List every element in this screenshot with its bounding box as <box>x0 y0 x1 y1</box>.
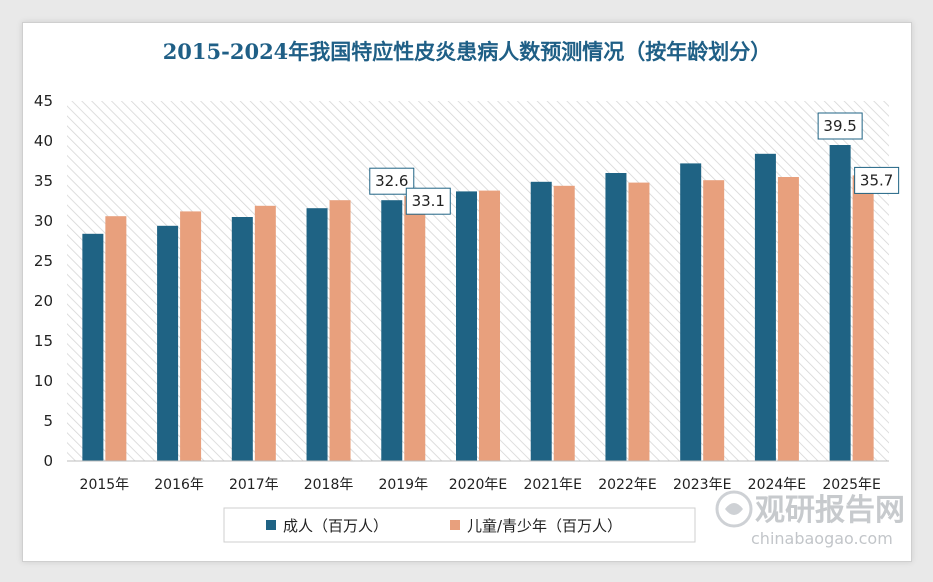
y-tick-label: 0 <box>43 452 53 470</box>
x-tick-label: 2021年E <box>523 477 581 493</box>
y-tick-label: 25 <box>34 252 53 270</box>
bar-youth <box>479 190 500 461</box>
x-tick-label: 2015年 <box>80 477 130 493</box>
x-tick-label: 2019年 <box>378 477 428 493</box>
bar-youth <box>254 205 276 461</box>
data-label: 35.7 <box>854 166 900 194</box>
plot-area <box>67 101 889 461</box>
legend-swatch-youth <box>450 520 460 530</box>
bar-adult <box>605 173 627 461</box>
x-tick-label: 2016年 <box>154 477 204 493</box>
data-labels: 32.633.1 39.5 35.7 <box>369 112 900 215</box>
chart-canvas: 2015-2024年我国特应性皮炎患病人数预测情况（按年龄划分） 0 5 10 15 2… <box>34 39 905 548</box>
bar-adult <box>82 233 104 461</box>
bar-youth <box>777 177 799 461</box>
chart-title: 2015-2024年我国特应性皮炎患病人数预测情况（按年龄划分） <box>163 39 772 64</box>
bar-youth <box>703 180 725 461</box>
legend: 成人（百万人） 儿童/青少年（百万人） <box>223 507 696 543</box>
data-label: 32.6 <box>369 167 415 195</box>
y-tick-label: 20 <box>34 292 53 310</box>
x-tick-label: 2017年 <box>229 477 279 493</box>
y-tick-label: 40 <box>34 132 53 150</box>
bar-youth <box>404 196 426 461</box>
legend-label-youth: 儿童/青少年（百万人） <box>467 517 622 535</box>
data-label-box <box>817 112 863 140</box>
data-label-box <box>405 187 451 215</box>
bar-youth <box>628 182 650 461</box>
x-tick-label: 2024年E <box>748 477 806 493</box>
watermark-text: 观研报告网 <box>755 493 905 528</box>
chart-frame: 2015-2024年我国特应性皮炎患病人数预测情况（按年龄划分） 0 5 10 15 2… <box>22 22 912 562</box>
data-label-text: 35.7 <box>860 171 893 189</box>
watermark-url: chinabaogao.com <box>751 529 893 548</box>
y-axis: 0 5 10 15 20 25 30 35 40 45 <box>34 92 53 470</box>
bar-adult <box>829 145 851 461</box>
y-tick-label: 15 <box>34 332 53 350</box>
watermark-logo-icon <box>715 490 753 528</box>
legend-label-adult: 成人（百万人） <box>283 517 388 535</box>
bar-youth <box>329 200 351 461</box>
watermark: 观研报告网 chinabaogao.com <box>715 490 905 548</box>
bar-adult <box>381 200 403 461</box>
x-axis: 2015年 2016年 2017年 2018年 2019年 2020年E 2021年E 202… <box>80 477 881 493</box>
bar-adult <box>754 153 776 462</box>
y-tick-label: 5 <box>43 412 53 430</box>
data-label-text: 32.6 <box>375 172 408 190</box>
bar-youth <box>852 175 874 461</box>
data-label-text: 33.1 <box>412 192 445 210</box>
x-tick-label: 2018年 <box>304 477 354 493</box>
bar-adult <box>157 225 179 461</box>
bar-adult <box>680 163 702 461</box>
y-tick-label: 35 <box>34 172 53 190</box>
bar-youth <box>180 211 202 461</box>
bars-group <box>82 145 874 462</box>
bar-youth <box>553 185 575 462</box>
bar-adult <box>231 217 253 461</box>
x-tick-label: 2025年E <box>822 477 880 493</box>
bar-adult <box>530 181 552 462</box>
y-tick-label: 10 <box>34 372 53 390</box>
bar-adult <box>306 208 328 461</box>
bar-youth <box>105 216 127 461</box>
x-tick-label: 2020年E <box>449 477 507 493</box>
x-tick-label: 2023年E <box>673 477 731 493</box>
legend-swatch-adult <box>266 520 276 530</box>
data-label-text: 39.5 <box>823 117 856 135</box>
data-label: 39.5 <box>817 112 863 140</box>
y-tick-label: 45 <box>34 92 53 110</box>
bar-adult <box>456 191 477 461</box>
y-tick-label: 30 <box>34 212 53 230</box>
x-tick-label: 2022年E <box>598 477 656 493</box>
data-label: 33.1 <box>405 187 451 215</box>
data-label-box <box>854 166 900 194</box>
